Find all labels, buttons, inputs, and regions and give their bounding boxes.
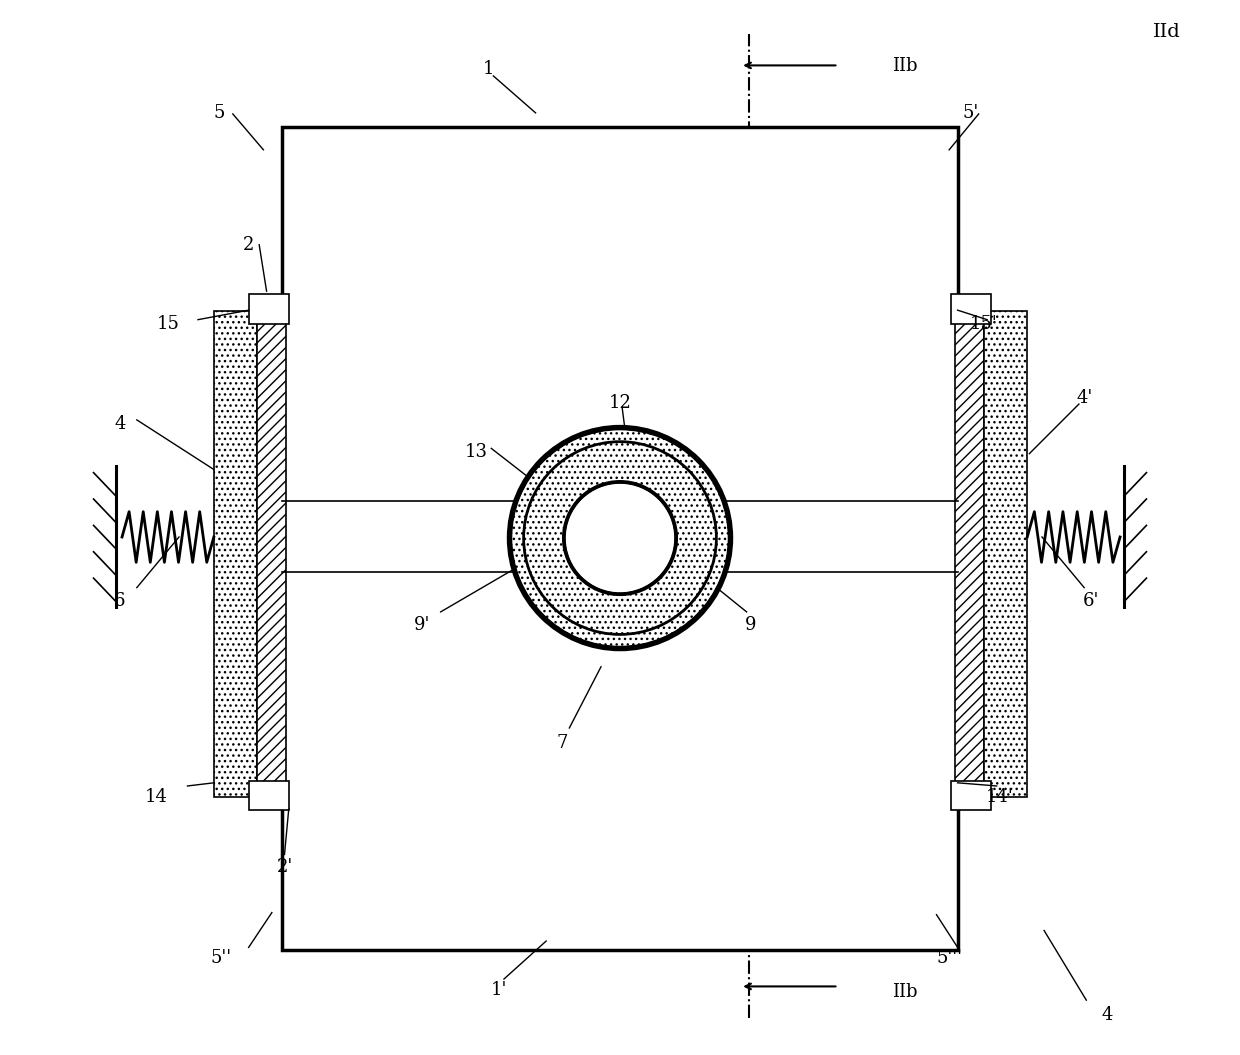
Text: 5': 5' [962, 103, 978, 122]
Text: IIb: IIb [892, 57, 918, 76]
Text: IId: IId [1153, 23, 1180, 41]
Text: 1': 1' [491, 980, 507, 999]
Bar [985, 311, 1027, 797]
Bar [283, 127, 957, 950]
Text: IIb: IIb [892, 982, 918, 1001]
Text: 12: 12 [609, 394, 631, 413]
Text: 9: 9 [745, 615, 756, 634]
Bar [951, 294, 991, 324]
Bar [249, 294, 289, 324]
Bar [257, 311, 285, 797]
Text: 2: 2 [243, 235, 254, 254]
Wedge shape [511, 429, 729, 647]
Text: 4': 4' [1076, 388, 1092, 407]
Bar [249, 781, 289, 810]
Text: 4: 4 [114, 415, 125, 434]
Text: 15': 15' [970, 314, 998, 333]
Text: 5'': 5'' [211, 948, 232, 967]
Text: 5: 5 [213, 103, 224, 122]
Bar [956, 311, 985, 797]
Text: 1: 1 [482, 59, 494, 78]
Text: 5''': 5''' [936, 948, 962, 967]
Text: 13: 13 [465, 442, 489, 461]
Text: 14': 14' [986, 787, 1013, 806]
Text: 6': 6' [1083, 592, 1099, 611]
Text: 7: 7 [557, 733, 568, 752]
Text: 15: 15 [157, 314, 180, 333]
Text: 6: 6 [114, 592, 125, 611]
Text: 2': 2' [277, 858, 293, 877]
Text: 4: 4 [1101, 1005, 1114, 1024]
Text: 9': 9' [413, 615, 430, 634]
Text: 14: 14 [144, 787, 167, 806]
Circle shape [510, 427, 730, 649]
Bar [213, 311, 257, 797]
Circle shape [573, 491, 667, 586]
Bar [951, 781, 991, 810]
